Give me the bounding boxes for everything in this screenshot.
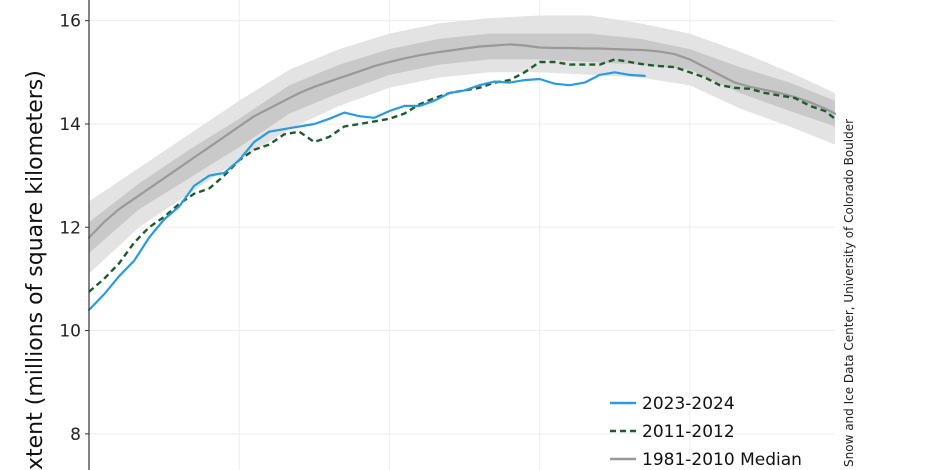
band-outer-range (89, 15, 835, 274)
y-tick-label: 14 (59, 115, 81, 135)
series-lines (87, 43, 837, 311)
legend-label: 1981-2010 Median (642, 450, 802, 470)
y-tick-label: 12 (59, 218, 81, 238)
y-tick-label: 10 (59, 322, 81, 342)
series-line-2023-2024 (87, 71, 646, 311)
interdecile-ranges (89, 15, 835, 274)
y-axis-title: xtent (millions of square kilometers) (23, 70, 48, 470)
legend-label: 2023-2024 (642, 394, 735, 414)
y-tick-label: 8 (70, 425, 81, 445)
y-tick-labels: 8 10 12 14 16 (59, 12, 89, 445)
credit-label: Snow and Ice Data Center, University of … (842, 119, 856, 467)
band-inner-range (89, 33, 835, 254)
y-tick-label: 16 (59, 12, 81, 32)
series-line-1981-2010-median (87, 43, 837, 239)
legend: 2023-2024 2011-2012 1981-2010 Median (610, 394, 802, 470)
legend-label: 2011-2012 (642, 422, 735, 442)
